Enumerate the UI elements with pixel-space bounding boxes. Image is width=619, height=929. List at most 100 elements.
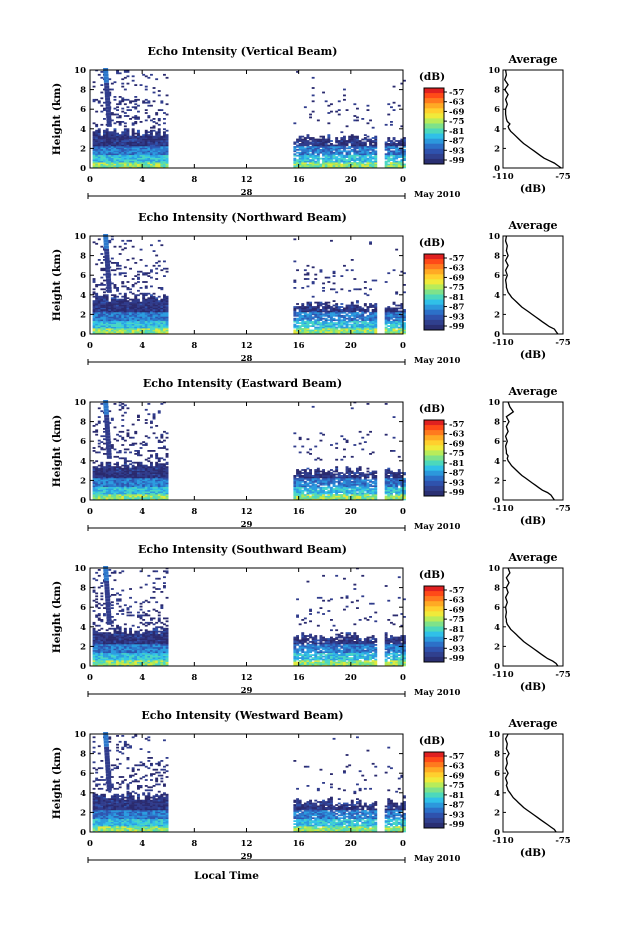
echo-cell: [319, 479, 323, 482]
echo-cell: [157, 332, 161, 335]
echo-cell: [116, 287, 119, 289]
echo-cell: [348, 495, 352, 498]
echo-cell: [137, 104, 140, 107]
echo-cell: [134, 144, 138, 147]
echo-cell: [353, 485, 357, 488]
echo-cell: [97, 469, 101, 471]
echo-cell: [356, 329, 359, 332]
echo-cell: [137, 322, 140, 324]
echo-cell: [403, 325, 406, 327]
echo-cell: [137, 298, 140, 301]
echo-cell: [121, 272, 125, 275]
echo-cell: [123, 323, 127, 326]
echo-cell: [134, 156, 138, 158]
echo-cell: [353, 143, 357, 145]
echo-cell: [118, 148, 122, 151]
echo-cell: [366, 147, 370, 150]
echo-cell: [105, 132, 109, 135]
echo-cell: [324, 328, 328, 330]
echo-cell: [142, 495, 146, 498]
echo-cell: [155, 325, 159, 327]
echo-cell: [97, 472, 101, 474]
echo-cell: [123, 473, 127, 476]
echo-cell: [322, 162, 325, 164]
echo-cell: [303, 309, 307, 311]
echo-cell: [160, 163, 164, 166]
echo-cell: [165, 295, 169, 298]
echo-cell: [95, 307, 99, 310]
echo-cell: [330, 154, 333, 157]
echo-cell: [144, 281, 148, 283]
echo-cell: [319, 143, 323, 145]
echo-cell: [121, 300, 125, 302]
echo-cell: [348, 320, 352, 323]
echo-cell: [100, 253, 104, 255]
echo-cell: [95, 486, 99, 489]
echo-streak-cell: [103, 239, 109, 243]
echo-cell: [118, 267, 122, 270]
echo-cell: [324, 304, 328, 307]
echo-cell: [116, 319, 119, 322]
echo-cell: [144, 159, 148, 161]
echo-cell: [293, 476, 297, 479]
echo-cell: [118, 116, 122, 119]
echo-cell: [108, 331, 112, 333]
echo-cell: [129, 298, 132, 301]
echo-cell: [301, 287, 305, 289]
echo-cell: [306, 153, 310, 156]
echo-cell: [319, 146, 323, 148]
echo-cell: [147, 313, 151, 316]
x-tick-label: 8: [191, 341, 197, 351]
echo-cell: [335, 497, 339, 499]
echo-cell: [327, 319, 331, 322]
echo-cell: [134, 479, 138, 482]
echo-cell: [374, 325, 378, 327]
echo-cell: [306, 310, 310, 313]
echo-cell: [353, 147, 357, 150]
echo-cell: [126, 75, 130, 78]
echo-cell: [110, 494, 114, 496]
echo-cell: [139, 325, 143, 327]
echo-cell: [103, 316, 106, 319]
echo-cell: [108, 78, 112, 81]
echo-cell: [126, 407, 130, 410]
echo-cell: [95, 292, 99, 295]
echo-cell: [155, 463, 159, 466]
echo-cell: [356, 325, 359, 327]
echo-cell: [97, 477, 101, 480]
echo-cell: [350, 156, 354, 158]
echo-cell: [152, 129, 156, 132]
echo-cell: [131, 116, 135, 119]
echo-cell: [403, 317, 406, 320]
echo-cell: [103, 150, 106, 153]
echo-cell: [369, 288, 372, 291]
echo-cell: [306, 163, 310, 166]
echo-cell: [123, 165, 127, 167]
echo-cell: [301, 328, 305, 330]
echo-cell: [384, 160, 388, 163]
echo-cell: [142, 141, 146, 144]
echo-cell: [131, 134, 135, 136]
echo-cell: [147, 323, 151, 326]
echo-cell: [97, 128, 101, 131]
echo-cell: [108, 464, 112, 467]
echo-cell: [350, 319, 354, 322]
echo-cell: [165, 300, 169, 302]
echo-cell: [374, 144, 378, 147]
echo-cell: [137, 147, 140, 150]
echo-cell: [311, 138, 315, 141]
echo-cell: [160, 101, 164, 104]
echo-cell: [121, 477, 125, 480]
echo-cell: [319, 150, 323, 153]
echo-cell: [353, 157, 357, 160]
echo-cell: [316, 140, 320, 142]
echo-cell: [330, 146, 333, 148]
echo-cell: [126, 491, 130, 493]
echo-cell: [123, 128, 127, 131]
colorbar-tick-label: -63: [449, 98, 464, 108]
echo-cell: [327, 329, 331, 332]
echo-cell: [390, 323, 393, 326]
echo-cell: [121, 140, 125, 142]
echo-cell: [340, 141, 344, 144]
echo-cell: [309, 498, 312, 501]
